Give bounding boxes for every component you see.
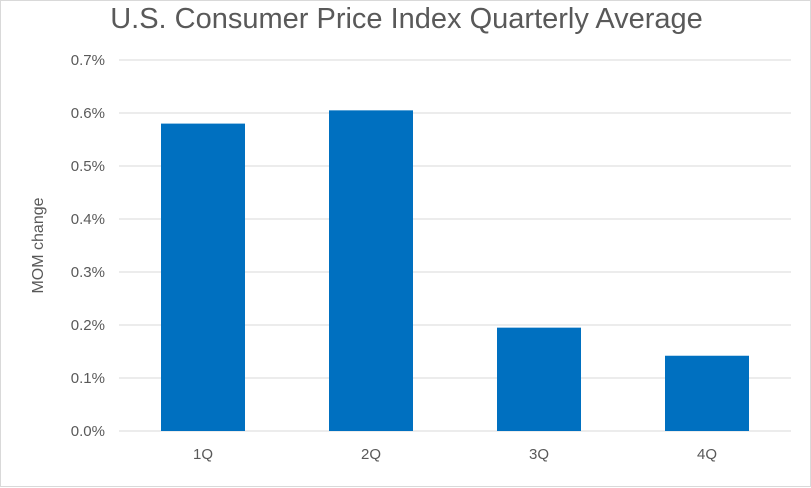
bar-1q xyxy=(161,123,245,431)
y-tick-label: 0.7% xyxy=(71,52,105,69)
y-tick-label: 0.2% xyxy=(71,317,105,334)
bar-3q xyxy=(497,327,581,431)
x-tick-label: 4Q xyxy=(697,446,717,463)
x-tick-label: 3Q xyxy=(529,446,549,463)
bars xyxy=(161,110,749,431)
x-tick-label: 1Q xyxy=(193,446,213,463)
y-tick-label: 0.5% xyxy=(71,158,105,175)
x-tick-label: 2Q xyxy=(361,446,381,463)
bar-4q xyxy=(665,355,749,431)
y-axis-ticks: 0.0% 0.1% 0.2% 0.3% 0.4% 0.5% 0.6% 0.7% xyxy=(71,52,105,440)
y-tick-label: 0.3% xyxy=(71,264,105,281)
y-axis-title: MOM change xyxy=(30,197,47,293)
x-axis-ticks: 1Q 2Q 3Q 4Q xyxy=(193,446,717,463)
bar-2q xyxy=(329,110,413,431)
y-tick-label: 0.6% xyxy=(71,105,105,122)
y-tick-label: 0.0% xyxy=(71,423,105,440)
y-tick-label: 0.1% xyxy=(71,370,105,387)
chart-title: U.S. Consumer Price Index Quarterly Aver… xyxy=(110,3,703,35)
y-tick-label: 0.4% xyxy=(71,211,105,228)
